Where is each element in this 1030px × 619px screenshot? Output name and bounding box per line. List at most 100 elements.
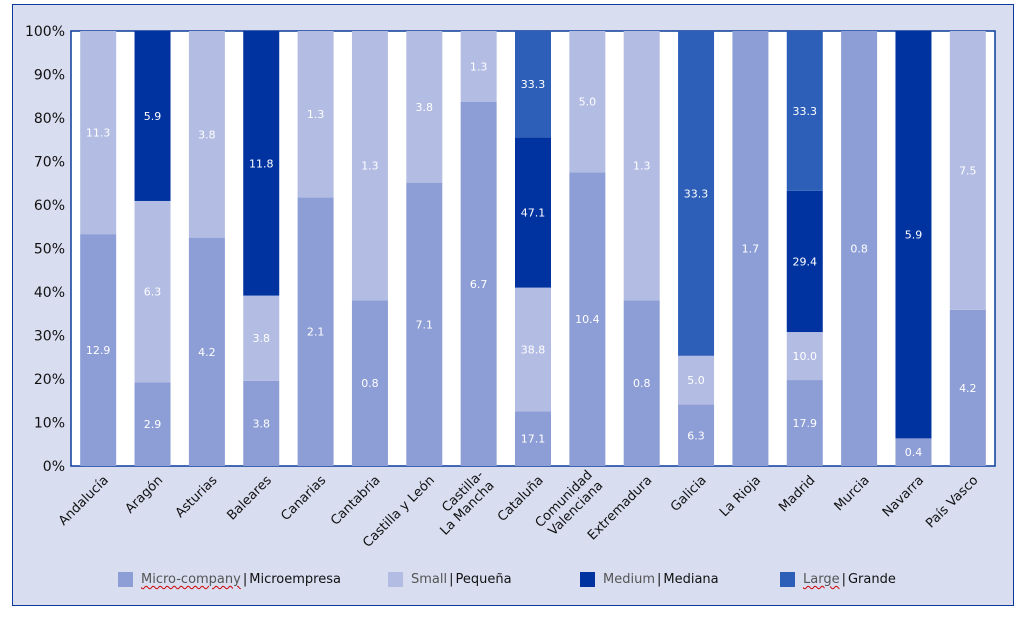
data-label: 4.2 (198, 346, 216, 359)
bar-segment-micro-company (515, 411, 551, 466)
data-label: 2.9 (144, 418, 162, 431)
data-label: 38.8 (521, 344, 546, 357)
legend-label-en: Medium (603, 572, 655, 587)
bar-segment-micro-company (243, 380, 280, 466)
x-tick-label: Asturias (173, 473, 221, 521)
bar-segment-small (297, 31, 334, 198)
bar-segment-medium (515, 137, 551, 288)
y-tick-label: 30% (34, 329, 65, 345)
x-tick-label-line: País Vasco (923, 473, 981, 531)
data-label: 47.1 (521, 206, 546, 219)
data-label: 7.1 (416, 318, 434, 331)
bar-segment-micro-company (732, 31, 769, 466)
y-tick-label: 10% (34, 416, 65, 432)
legend-label-en: Small (411, 572, 448, 587)
data-label: 1.7 (742, 243, 760, 256)
data-label: 6.3 (144, 286, 162, 299)
data-label: 10.0 (793, 350, 818, 363)
data-label: 1.3 (470, 60, 488, 73)
data-label: 0.8 (361, 377, 379, 390)
legend-swatch (388, 572, 403, 587)
legend: Micro-company | Microempresa Small | Pequeña M… (0, 572, 1030, 592)
x-tick-label-line: Madrid (776, 473, 818, 515)
bar-segment-micro-company (80, 234, 117, 466)
bar-segment-micro-company (297, 197, 334, 466)
data-label: 3.8 (198, 128, 216, 141)
legend-label-es: Pequeña (455, 572, 512, 587)
legend-separator: | (656, 572, 662, 587)
y-tick-label: 80% (34, 111, 65, 127)
data-label: 33.3 (684, 187, 709, 200)
legend-label-en: Micro-company (141, 572, 241, 587)
legend-label-es: Microempresa (249, 572, 341, 587)
data-label: 5.0 (687, 374, 705, 387)
bar-segment-small (460, 31, 497, 102)
bar-segment-small (351, 31, 388, 301)
data-label: 33.3 (793, 105, 818, 118)
x-tick-label-line: Baleares (224, 473, 275, 524)
bar-segment-small (515, 287, 551, 412)
bar-segment-micro-company (786, 380, 823, 466)
bar-segment-micro-company (841, 31, 878, 466)
data-label: 0.4 (905, 446, 923, 459)
data-label: 29.4 (793, 255, 818, 268)
bar-segment-large (786, 31, 823, 191)
bar-segment-medium (786, 190, 823, 333)
legend-item-small: Small | Pequeña (388, 572, 512, 587)
data-label: 5.9 (905, 229, 923, 242)
legend-label-es: Grande (847, 572, 896, 587)
data-label: 1.3 (361, 160, 379, 173)
legend-item-medium: Medium | Mediana (580, 572, 719, 587)
bar-segment-micro-company (351, 300, 388, 466)
data-label: 3.8 (252, 332, 270, 345)
x-tick-label: Canarias (278, 473, 329, 524)
y-tick-label: 90% (34, 68, 65, 84)
bar-segment-micro-company (460, 101, 497, 466)
data-label: 12.9 (86, 344, 111, 357)
x-tick-label-line: Navarra (880, 473, 927, 520)
bar-segment-micro-company (406, 182, 443, 467)
bar-segment-micro-company (188, 237, 225, 466)
legend-separator: | (841, 572, 846, 587)
bar-segment-micro-company (623, 300, 660, 466)
x-tick-label: Baleares (224, 473, 275, 524)
bar-segment-micro-company (569, 172, 606, 466)
x-tick-label: Madrid (776, 473, 818, 515)
x-tick-label-line: Cantabria (328, 473, 384, 529)
bar-segment-small (243, 295, 280, 381)
legend-separator: | (242, 572, 248, 587)
x-tick-label-line: Andalucía (56, 473, 112, 529)
legend-label-es: Mediana (663, 572, 719, 587)
bar-segment-small (406, 31, 443, 183)
bar-segment-small (134, 200, 171, 383)
bar-segment-small (569, 31, 606, 173)
x-tick-label: País Vasco (923, 473, 981, 531)
data-label: 6.3 (687, 429, 705, 442)
data-label: 5.0 (579, 96, 597, 109)
bar-segment-large (515, 31, 551, 138)
data-label: 33.3 (521, 78, 546, 91)
data-label: 11.8 (249, 157, 274, 170)
y-tick-label: 100% (25, 24, 65, 40)
bar-segment-micro-company (895, 438, 932, 466)
bar-segment-small (678, 355, 715, 405)
y-tick-label: 40% (34, 285, 65, 301)
bar-segment-small (80, 31, 117, 235)
data-label: 11.3 (86, 127, 111, 140)
data-label: 5.9 (144, 110, 162, 123)
data-label: 4.2 (959, 382, 977, 395)
x-tick-label-line: Galicia (668, 473, 710, 515)
y-tick-label: 0% (43, 459, 65, 475)
data-label: 7.5 (959, 164, 977, 177)
data-label: 10.4 (575, 313, 600, 326)
bar-segment-small (623, 31, 660, 301)
bar-segment-micro-company (134, 382, 171, 466)
bar-segment-medium (243, 31, 280, 296)
bar-segment-large (678, 31, 715, 356)
legend-swatch (118, 572, 133, 587)
legend-swatch (580, 572, 595, 587)
y-tick-label: 70% (34, 155, 65, 171)
bar-segment-micro-company (949, 309, 986, 466)
x-tick-label: La Rioja (717, 473, 764, 520)
